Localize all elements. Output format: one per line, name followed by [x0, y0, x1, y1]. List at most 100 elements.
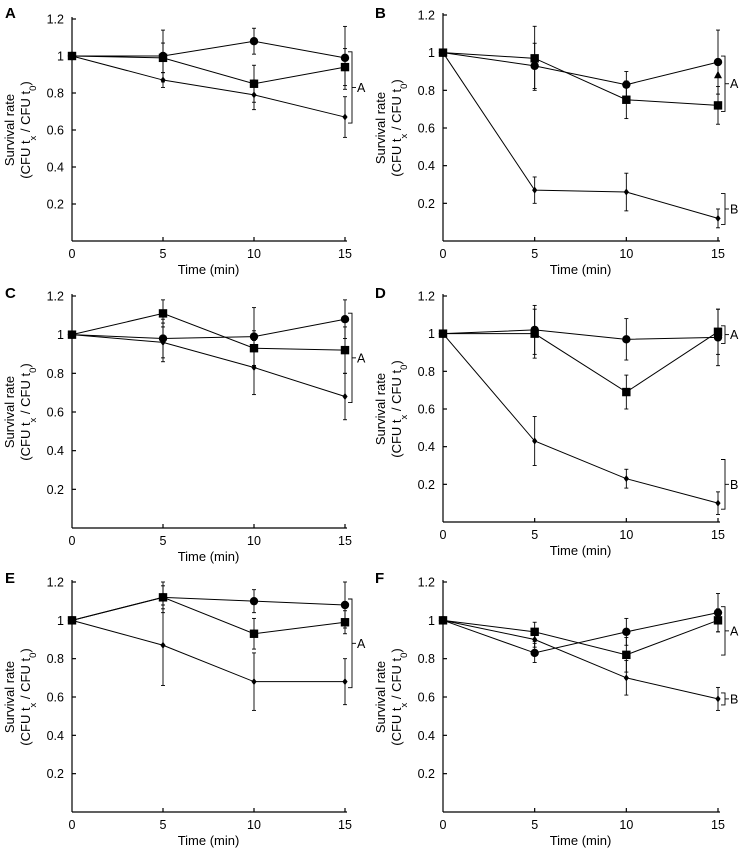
series-square [67, 42, 350, 103]
y-axis-subtitle-part: / CFU t [389, 370, 404, 415]
series-diamond [440, 49, 721, 229]
series-diamond [69, 322, 348, 421]
series-line-square [442, 619, 719, 656]
y-axis-subtitle-part: (CFU t [18, 707, 33, 746]
y-axis-subtitle: (CFU tx / CFU t0) [18, 648, 39, 745]
series-circle [67, 25, 350, 90]
x-axis-title: Time (min) [550, 543, 612, 558]
series-square [438, 308, 723, 410]
series-diamond [440, 330, 721, 515]
data-point-circle [622, 335, 631, 344]
data-point-circle [249, 37, 259, 46]
x-tick-label: 10 [247, 534, 261, 548]
series-line-square [71, 312, 346, 351]
y-tick-label: 1 [57, 328, 64, 342]
x-tick-label: 0 [440, 818, 447, 832]
group-label: B [730, 478, 738, 492]
series-line-diamond [71, 334, 346, 398]
y-tick-label: 1.2 [47, 290, 64, 304]
x-tick-label: 10 [247, 818, 261, 832]
data-point-square [340, 345, 350, 355]
y-tick-label: 0.8 [47, 652, 64, 666]
data-point-square [622, 650, 631, 660]
panel-a-letter: A [5, 5, 16, 22]
data-point-square [158, 593, 168, 602]
x-tick-label: 5 [160, 534, 167, 548]
y-axis-subtitle-part: / CFU t [389, 658, 404, 703]
data-point-square [713, 616, 723, 625]
y-axis-subscript: x [28, 417, 39, 422]
x-axis-title: Time (min) [178, 833, 240, 848]
x-axis-title: Time (min) [178, 549, 240, 564]
series-line-circle [442, 612, 719, 654]
data-point-square [530, 329, 539, 338]
group-label: A [730, 328, 739, 342]
y-tick-label: 0.2 [418, 478, 435, 492]
series-circle [67, 299, 350, 367]
y-axis-subtitle-part: (CFU t [389, 419, 404, 458]
series-line-diamond [442, 52, 719, 219]
data-point-square [340, 62, 350, 72]
x-tick-label: 15 [711, 818, 725, 832]
series-line-square [71, 596, 346, 635]
y-axis-subtitle-part: / CFU t [18, 658, 33, 703]
group-label: B [730, 202, 738, 216]
data-point-diamond [251, 364, 257, 372]
data-point-square [713, 327, 723, 336]
x-tick-label: 15 [338, 247, 352, 261]
x-tick-label: 5 [160, 818, 167, 832]
y-tick-label: 0.8 [418, 84, 435, 98]
y-axis-subtitle-part: (CFU t [18, 422, 33, 461]
y-axis-title: Survival rate [373, 373, 388, 445]
x-axis-title: Time (min) [550, 833, 612, 848]
y-tick-label: 1.2 [418, 576, 435, 590]
y-tick-label: 0.2 [418, 197, 435, 211]
group-label: B [730, 692, 738, 706]
y-tick-label: 1.2 [47, 13, 64, 27]
x-tick-label: 15 [338, 534, 352, 548]
y-tick-label: 0.4 [418, 159, 435, 173]
x-tick-label: 0 [69, 818, 76, 832]
data-point-diamond [69, 52, 75, 60]
y-axis-subscript: x [399, 414, 410, 419]
data-point-square [622, 387, 631, 397]
y-axis-subtitle-part: ) [389, 360, 404, 364]
data-point-diamond [532, 437, 538, 445]
data-point-diamond [160, 76, 166, 84]
y-axis-subscript: 0 [28, 653, 39, 658]
data-point-square [249, 629, 259, 638]
y-axis-title: Survival rate [2, 661, 17, 733]
data-point-circle [530, 648, 539, 658]
data-point-diamond [160, 641, 166, 649]
x-tick-label: 5 [531, 528, 538, 542]
data-point-circle [622, 627, 631, 637]
y-tick-label: 1 [57, 614, 64, 628]
data-point-circle [340, 315, 350, 324]
panel-e: E 0.2 0.4 0.6 0.8 1 1.2 0 5 10 15 Time (min) Surviva… [2, 570, 366, 848]
group-bracket [348, 598, 353, 689]
y-tick-label: 0.6 [418, 691, 435, 705]
group-bracket [348, 312, 353, 403]
x-tick-label: 0 [69, 534, 76, 548]
series-square [67, 585, 350, 650]
x-tick-label: 10 [247, 247, 261, 261]
y-axis-subtitle-part: (CFU t [389, 707, 404, 746]
data-point-square [158, 53, 168, 63]
group-label: A [730, 77, 739, 91]
x-tick-label: 5 [531, 247, 538, 261]
data-point-diamond [715, 695, 721, 703]
data-point-diamond [251, 678, 257, 686]
x-axis-title: Time (min) [550, 262, 612, 277]
group-label: A [357, 351, 366, 365]
x-tick-label: 5 [160, 247, 167, 261]
series-circle [67, 581, 350, 629]
data-point-square [530, 54, 539, 63]
data-point-diamond [440, 49, 446, 57]
y-axis-subtitle: (CFU tx / CFU t0) [389, 648, 410, 745]
y-tick-label: 0.6 [418, 403, 435, 417]
x-tick-label: 15 [338, 818, 352, 832]
x-tick-label: 15 [711, 528, 725, 542]
y-axis-title: Survival rate [2, 376, 17, 448]
y-axis-subscript: x [28, 135, 39, 140]
series-line-diamond [71, 55, 346, 118]
